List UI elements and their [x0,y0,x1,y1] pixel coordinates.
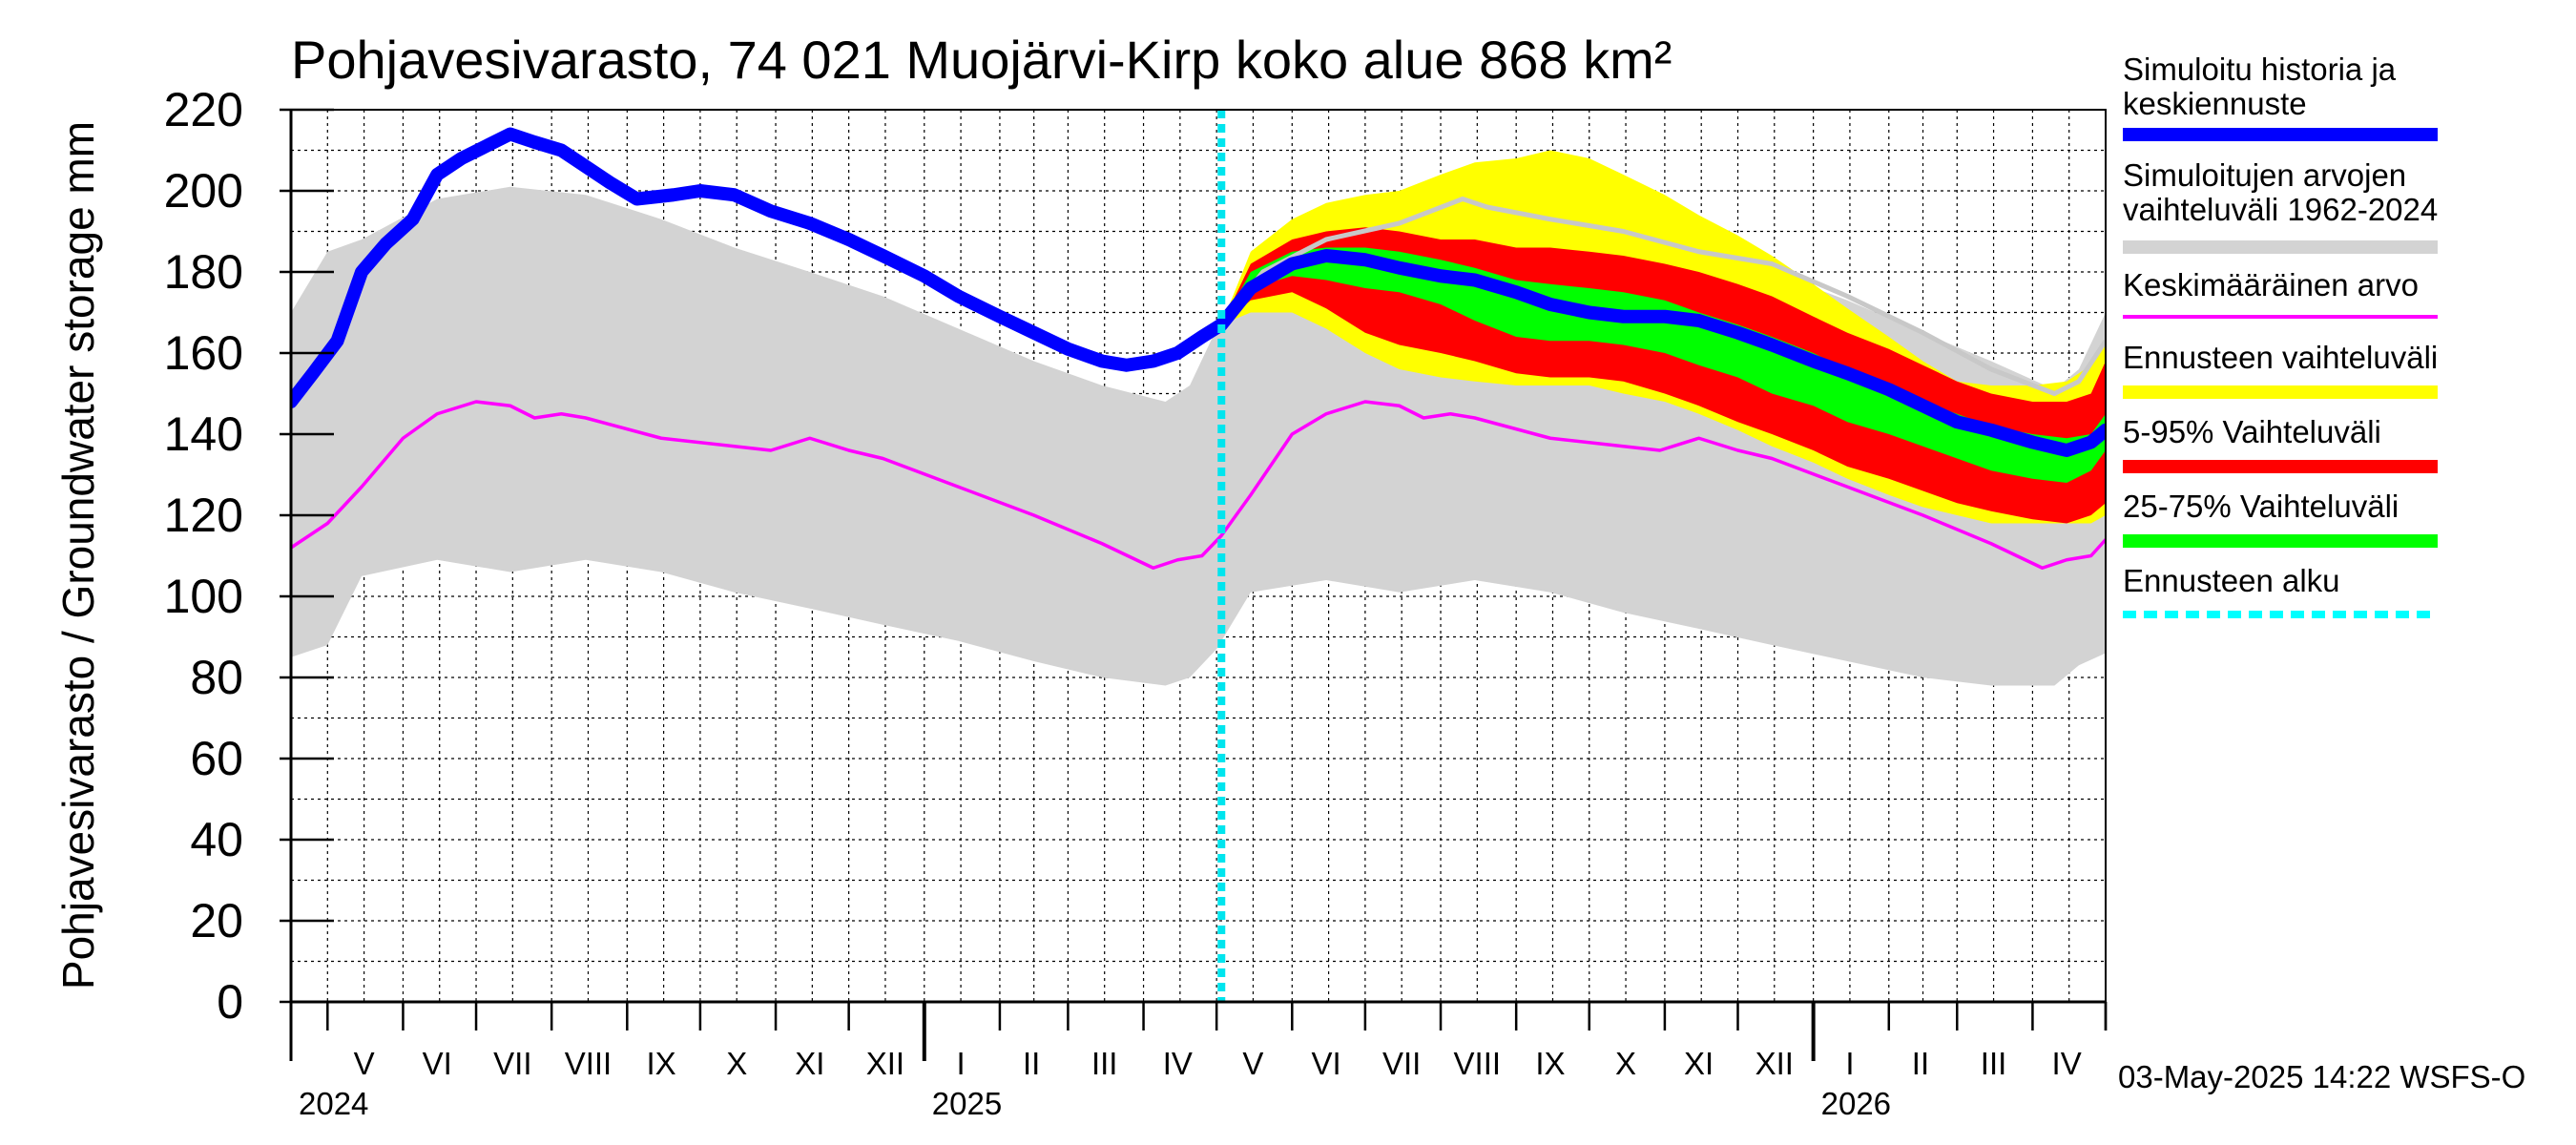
legend-label-25-75: 25-75% Vaihteluväli [2123,489,2399,524]
x-month-label: VI [1311,1046,1340,1081]
y-tick-label: 40 [190,813,243,866]
legend-label-simulated-range: Simuloitujen arvojen vaihteluväli 1962-2… [2123,157,2439,227]
legend-label-forecast-range: Ennusteen vaihteluväli [2123,340,2439,375]
x-month-label: I [956,1046,965,1081]
legend-swatch-25-75 [2123,534,2438,548]
range-bands [291,150,2106,686]
y-tick-label: 180 [164,245,243,299]
x-month-label: III [1091,1046,1118,1081]
line-mean-value [291,400,2106,570]
x-month-label: VI [423,1046,452,1081]
series-lines [291,110,2106,1002]
y-tick-label: 100 [164,570,243,623]
x-month-label: III [1981,1046,2007,1081]
y-tick-label: 200 [164,164,243,218]
legend-swatch-forecast-start [2123,611,2438,618]
x-month-label: XII [1755,1046,1794,1081]
legend-swatch-5-95 [2123,460,2438,473]
x-month-label: II [1023,1046,1040,1081]
x-month-label: VIII [1454,1046,1502,1081]
y-axis-label: Pohjavesivarasto / Groundwater storage m… [53,121,103,989]
x-year-label: 2025 [932,1086,1002,1121]
y-tick-label: 20 [190,894,243,947]
y-tick-label: 60 [190,732,243,785]
y-tick-label: 80 [190,651,243,704]
legend-swatch-forecast-range [2123,385,2438,399]
x-month-label: XII [866,1046,904,1081]
x-month-label: IX [1535,1046,1565,1081]
legend-label-forecast-start: Ennusteen alku [2123,563,2340,598]
x-year-label: 2026 [1821,1086,1891,1121]
y-tick-label: 220 [164,83,243,136]
x-month-label: XI [795,1046,824,1081]
x-month-label: VII [493,1046,531,1081]
x-month-label: V [1242,1046,1263,1081]
legend-swatch-simulated-range [2123,240,2438,254]
x-month-label: VII [1382,1046,1421,1081]
y-tick-label: 160 [164,326,243,380]
timestamp-footer: 03-May-2025 14:22 WSFS-O [2118,1059,2526,1094]
x-year-label: 2024 [299,1086,368,1121]
line-simulated-upper [1219,197,2106,396]
legend-label-5-95: 5-95% Vaihteluväli [2123,414,2381,449]
legend-swatch-mean-value [2123,315,2438,319]
y-tick-label: 0 [217,975,243,1029]
x-month-label: II [1912,1046,1929,1081]
x-month-label: IV [1163,1046,1193,1081]
x-month-label: I [1845,1046,1854,1081]
x-month-label: XI [1684,1046,1714,1081]
x-month-label: X [1615,1046,1636,1081]
x-axis-labels: V VI VII VIII IX X XI XII I II III IV V VI VII VIII IX X X… [299,1046,2082,1121]
legend-swatch-mean-forecast [2123,128,2438,141]
x-month-label: IV [2052,1046,2082,1081]
legend-label-mean-forecast: Simuloitu historia ja keskiennuste [2123,52,2397,121]
axes [280,108,2108,1061]
x-month-label: X [726,1046,747,1081]
y-tick-labels: 0 20 40 60 80 100 120 140 160 180 200 220 [164,83,243,1029]
chart-title: Pohjavesivarasto, 74 021 Muojärvi-Kirp k… [291,30,1672,90]
legend-label-mean-value: Keskimääräinen arvo [2123,267,2419,302]
band-25-75 [1221,247,2106,483]
x-month-label: IX [646,1046,675,1081]
y-tick-label: 120 [164,489,243,542]
x-month-label: VIII [565,1046,613,1081]
line-simulated-history-mean-forecast [291,127,2106,457]
x-month-label: V [354,1046,375,1081]
y-tick-label: 140 [164,407,243,461]
